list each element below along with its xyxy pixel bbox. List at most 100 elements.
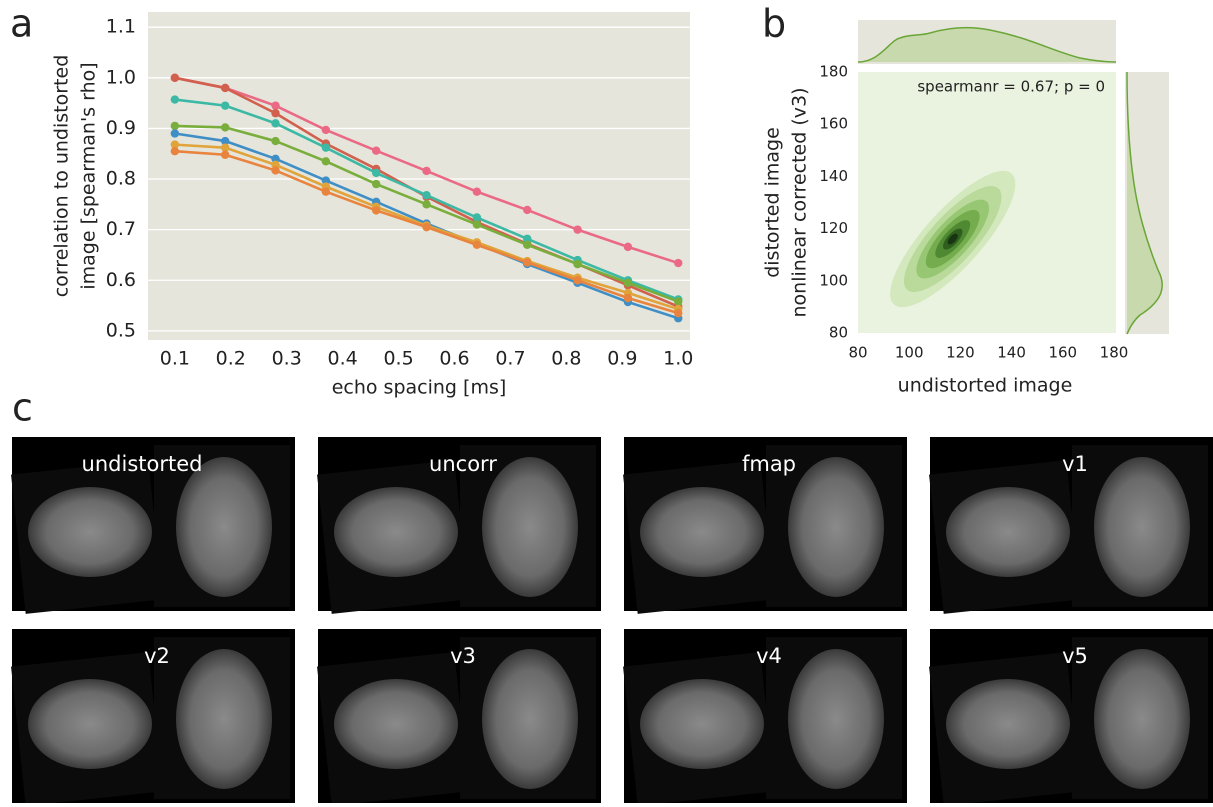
point: [220, 101, 230, 110]
axial-slice: [176, 649, 272, 789]
axial-slice: [482, 649, 578, 789]
image-label: v4: [756, 644, 782, 668]
panel-b: 80 100 120 140 160 180 80 100 120 140 160 180 spearm…: [762, 20, 1169, 397]
x-axis-label: undistorted image: [898, 375, 1073, 397]
axial-slice: [1094, 649, 1190, 789]
y-axis-label: nonlinear corrected (v3): [789, 88, 811, 318]
point: [372, 206, 381, 215]
y-tick-label: 160: [819, 115, 848, 133]
point: [372, 168, 381, 178]
point: [170, 146, 180, 156]
x-tick-label: 120: [946, 344, 975, 362]
image-label: fmap: [742, 452, 796, 476]
x-tick-label: 0.6: [439, 348, 469, 370]
x-tick-label: 80: [848, 344, 867, 362]
point: [220, 123, 230, 132]
point: [321, 125, 331, 135]
sagittal-slice: [334, 679, 458, 769]
point: [472, 240, 482, 250]
x-tick-label: 0.2: [216, 348, 246, 370]
point: [422, 200, 431, 209]
y-tick-label: 140: [819, 167, 848, 185]
sagittal-slice: [334, 487, 458, 577]
image-label: v1: [1062, 452, 1088, 476]
point: [623, 293, 633, 303]
point: [271, 109, 280, 118]
point: [321, 187, 331, 196]
x-tick-label: 0.1: [160, 348, 190, 370]
sagittal-slice: [28, 679, 152, 769]
panel-c: undistorted uncorr fmap v1 v2 v3 v4 v5: [11, 437, 1213, 806]
point: [523, 205, 532, 215]
point: [674, 308, 683, 318]
point: [674, 297, 683, 306]
point: [271, 101, 280, 110]
point: [170, 73, 180, 83]
y-tick-label: 0.6: [106, 269, 136, 291]
y-tick-label: 0.8: [106, 168, 136, 190]
sagittal-slice: [640, 679, 764, 769]
image-label: v3: [450, 644, 476, 668]
y-axis-label: distorted image: [762, 127, 784, 278]
point: [170, 95, 180, 104]
point: [321, 157, 331, 166]
sagittal-slice: [28, 487, 152, 577]
point: [472, 213, 482, 222]
point: [271, 166, 280, 175]
panel-label: b: [762, 2, 786, 46]
x-tick-label: 140: [997, 344, 1026, 362]
sagittal-slice: [946, 679, 1070, 769]
y-tick-label: 1.0: [106, 66, 136, 88]
point: [573, 276, 582, 285]
x-tick-label: 100: [895, 344, 924, 362]
annotation: spearmanr = 0.67; p = 0: [917, 78, 1105, 96]
point: [472, 220, 482, 229]
x-tick-label: 0.8: [551, 348, 581, 370]
point: [170, 140, 180, 149]
point: [271, 154, 280, 163]
y-axis-label: image [spearman's rho]: [78, 62, 100, 289]
y-tick-label: 80: [829, 324, 848, 342]
x-tick-label: 0.7: [495, 348, 525, 370]
axial-slice: [1094, 457, 1190, 597]
x-tick-label: 180: [1100, 344, 1129, 362]
point: [271, 119, 280, 128]
density-contour: [947, 233, 958, 245]
image-label: v2: [144, 644, 170, 668]
y-tick-label: 100: [819, 271, 848, 289]
y-tick-label: 180: [819, 63, 848, 81]
point: [623, 278, 633, 288]
x-tick-label: 0.4: [328, 348, 358, 370]
point: [220, 83, 230, 93]
point: [372, 146, 381, 155]
point: [623, 242, 633, 252]
point: [523, 240, 532, 250]
point: [321, 176, 331, 185]
point: [674, 258, 683, 268]
point: [523, 234, 532, 243]
point: [523, 258, 532, 267]
point: [170, 121, 180, 131]
y-tick-label: 120: [819, 219, 848, 237]
x-tick-label: 0.5: [383, 348, 413, 370]
image-label: undistorted: [82, 452, 203, 476]
point: [422, 166, 431, 176]
y-tick-label: 0.7: [106, 218, 136, 240]
y-tick-label: 1.1: [106, 16, 136, 38]
point: [271, 136, 280, 146]
point: [573, 259, 582, 269]
image-label: uncorr: [429, 452, 497, 476]
point: [472, 187, 482, 196]
point: [573, 225, 582, 234]
y-tick-label: 0.9: [106, 117, 136, 139]
point: [372, 179, 381, 189]
marginal-x: [857, 26, 1117, 63]
marginal-y: [1126, 71, 1163, 335]
image-label: v5: [1062, 644, 1088, 668]
x-tick-label: 1.0: [663, 348, 693, 370]
y-tick-label: 0.5: [106, 319, 136, 341]
x-tick-label: 160: [1048, 344, 1077, 362]
point: [220, 143, 230, 152]
panel-label: c: [12, 386, 33, 430]
